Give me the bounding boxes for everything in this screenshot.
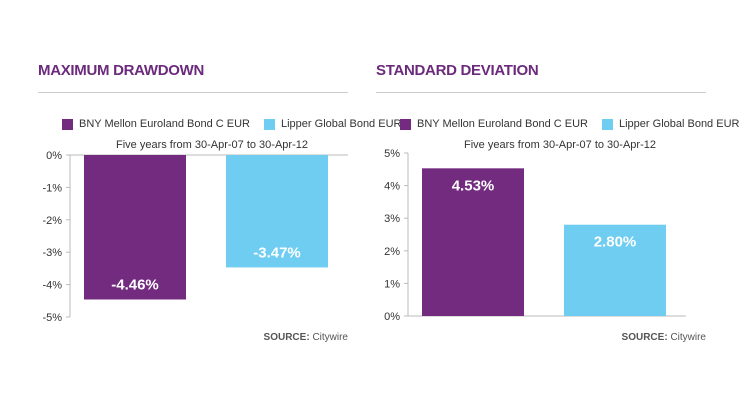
source-note: SOURCE: Citywire bbox=[622, 332, 706, 343]
chart-subtitle: Five years from 30-Apr-07 to 30-Apr-12 bbox=[464, 139, 656, 151]
source-value: Citywire bbox=[312, 332, 348, 343]
source-value: Citywire bbox=[670, 332, 706, 343]
title-divider bbox=[376, 92, 706, 93]
legend-swatch-sector bbox=[602, 118, 613, 130]
max-drawdown-panel: MAXIMUM DRAWDOWN BNY Mellon Euroland Bon… bbox=[38, 0, 401, 412]
bar-data-label: 2.80% bbox=[594, 234, 637, 251]
y-tick-label: -1% bbox=[42, 182, 62, 194]
std-dev-chart: 5% 4% 3% 2% 1% 0% 4.53% 2.80% bbox=[384, 148, 686, 323]
y-tick-label: 2% bbox=[384, 246, 400, 258]
y-tick-label: -4% bbox=[42, 280, 62, 292]
y-tick-label: 0% bbox=[384, 311, 400, 323]
bar-sector bbox=[564, 224, 666, 316]
chart-title: STANDARD DEVIATION bbox=[376, 62, 539, 79]
legend-swatch-sector bbox=[264, 118, 275, 130]
y-tick-label: 5% bbox=[384, 148, 400, 160]
y-tick-label: -5% bbox=[42, 312, 62, 324]
bar-sector bbox=[226, 155, 328, 268]
legend-label-sector: Lipper Global Bond EUR bbox=[619, 118, 740, 130]
source-note: SOURCE: Citywire bbox=[264, 332, 348, 343]
y-tick-label: 3% bbox=[384, 213, 400, 225]
legend-label-fund: BNY Mellon Euroland Bond C EUR bbox=[79, 118, 250, 130]
bar-fund bbox=[84, 155, 186, 300]
drawdown-chart: 0% -1% -2% -3% -4% -5% -4.46% -3.47% bbox=[42, 150, 348, 324]
source-label: SOURCE: bbox=[263, 332, 310, 343]
source-label: SOURCE: bbox=[621, 332, 668, 343]
legend-swatch-fund bbox=[62, 118, 73, 130]
y-tick-label: 1% bbox=[384, 278, 400, 290]
bar-fund bbox=[422, 168, 524, 316]
y-tick-label: 4% bbox=[384, 181, 400, 193]
std-deviation-panel: STANDARD DEVIATION BNY Mellon Euroland B… bbox=[376, 0, 739, 412]
legend-label-fund: BNY Mellon Euroland Bond C EUR bbox=[417, 118, 588, 130]
bar-data-label: -3.47% bbox=[253, 244, 301, 261]
legend-swatch-fund bbox=[400, 118, 411, 130]
chart-title: MAXIMUM DRAWDOWN bbox=[38, 62, 205, 79]
legend: BNY Mellon Euroland Bond C EUR Lipper Gl… bbox=[62, 118, 401, 130]
bar-data-label: -4.46% bbox=[111, 277, 159, 294]
chart-subtitle: Five years from 30-Apr-07 to 30-Apr-12 bbox=[116, 139, 308, 151]
title-divider bbox=[38, 92, 348, 93]
legend-label-sector: Lipper Global Bond EUR bbox=[281, 118, 402, 130]
legend: BNY Mellon Euroland Bond C EUR Lipper Gl… bbox=[400, 118, 739, 130]
y-tick-label: -3% bbox=[42, 247, 62, 259]
y-tick-label: 0% bbox=[46, 150, 62, 162]
bar-data-label: 4.53% bbox=[452, 177, 495, 194]
y-tick-label: -2% bbox=[42, 215, 62, 227]
